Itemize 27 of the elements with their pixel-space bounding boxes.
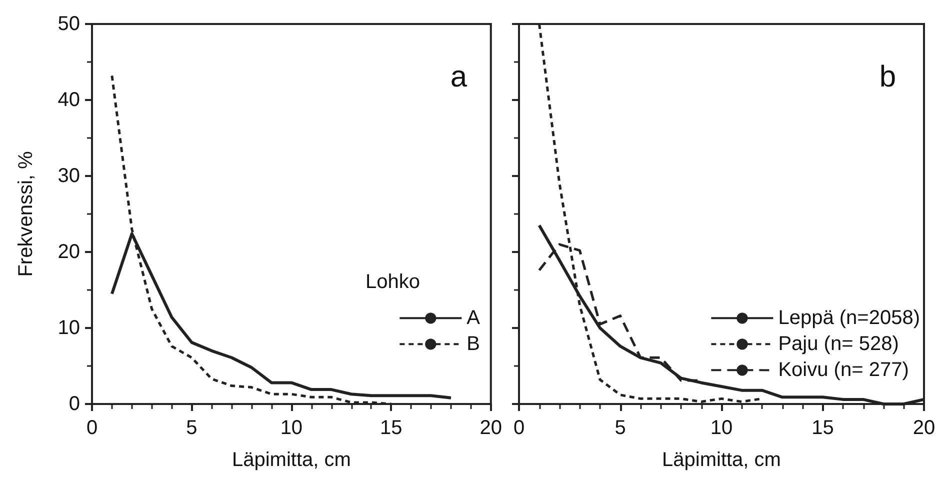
x-tick-label: 0	[86, 417, 98, 439]
annotation: b	[879, 60, 896, 94]
legend-title: Lohko	[366, 271, 420, 294]
x-tick-label: 15	[812, 417, 834, 439]
x-tick-label: 20	[480, 417, 502, 439]
y-tick-label: 30	[58, 165, 80, 187]
y-tick-label: 0	[68, 393, 80, 415]
annotation: a	[450, 60, 468, 94]
y-axis-title: Frekvenssi, %	[15, 150, 37, 277]
legend-label: Koivu (n= 277)	[778, 359, 909, 382]
x-tick-label: 10	[710, 417, 733, 439]
x-tick-label: 5	[186, 417, 198, 439]
y-tick-label: 10	[58, 317, 80, 339]
legend-label: Paju (n= 528)	[778, 333, 899, 356]
x-tick-label: 0	[513, 417, 525, 439]
x-tick-label: 5	[614, 417, 626, 439]
x-tick-label: 20	[912, 417, 936, 439]
legend-label: A	[466, 307, 481, 330]
x-tick-label: 10	[280, 417, 303, 439]
x-tick-label: 15	[380, 417, 402, 439]
legend-label: Leppä (n=2058)	[778, 307, 920, 330]
y-tick-label: 50	[58, 13, 80, 35]
y-tick-label: 20	[58, 241, 80, 263]
legend-label: B	[466, 333, 480, 356]
y-tick-label: 40	[58, 89, 80, 111]
x-axis-title: Läpimitta, cm	[662, 449, 781, 471]
x-axis-title: Läpimitta, cm	[232, 449, 351, 471]
